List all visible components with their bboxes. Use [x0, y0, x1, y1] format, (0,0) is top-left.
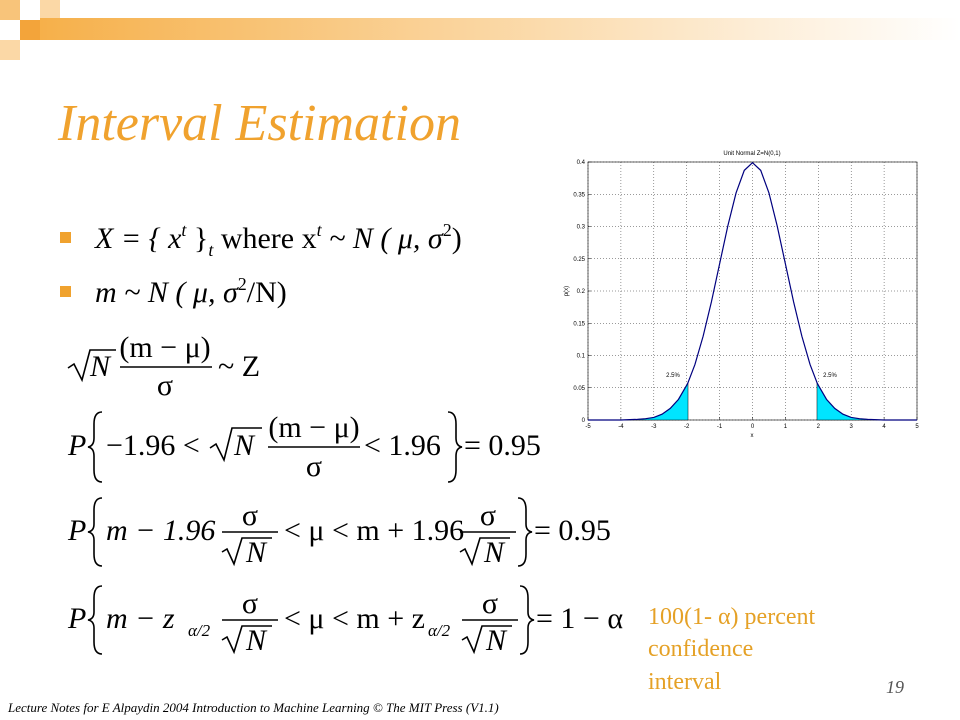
left-brace [87, 411, 103, 483]
eq-term: m − z [106, 602, 175, 635]
bullet-sup: 2 [443, 220, 452, 240]
decor-square [40, 0, 60, 18]
bullet-sub: t [208, 240, 214, 260]
eq-term: = 1 − α [536, 602, 623, 635]
eq-term: P [67, 514, 86, 547]
density-curve [588, 161, 917, 421]
left-brace [87, 497, 103, 567]
x-tick-label: -1 [717, 424, 723, 430]
eq-numerator: (m − μ) [119, 331, 210, 364]
eq-term: P [67, 429, 86, 462]
eq-denominator: σ [306, 450, 322, 483]
y-tick-label: 0.3 [577, 225, 586, 231]
eq-term: = 0.95 [464, 429, 541, 462]
y-tick-label: 0.4 [577, 160, 586, 166]
y-axis-label: p(x) [564, 286, 570, 296]
page-number: 19 [886, 677, 904, 697]
eq-term: < μ < m + z [284, 602, 425, 635]
eq-term: N [233, 429, 256, 462]
eq-numerator: σ [480, 499, 496, 532]
bullet-text: m ~ N ( μ, σ [95, 276, 239, 309]
side-note: interval [648, 669, 722, 695]
eq-term: m − 1.96 [106, 514, 215, 547]
right-brace [447, 411, 463, 483]
eq-numerator: σ [242, 499, 258, 532]
eq-term: P [67, 602, 86, 635]
bullet-text: where x [213, 222, 316, 255]
y-tick-label: 0 [582, 418, 586, 424]
sqrt-sign [459, 537, 510, 567]
header-bar [40, 18, 960, 40]
decor-square [20, 20, 40, 40]
bullet-text: /N) [247, 276, 287, 309]
bullet-marker [60, 286, 71, 297]
eq-numerator: (m − μ) [268, 411, 359, 444]
bullet-text: ) [452, 222, 462, 255]
eq-term: −1.96 < [106, 429, 200, 462]
x-tick-label: 4 [882, 424, 886, 430]
decor-square [0, 40, 20, 60]
right-brace [519, 585, 535, 655]
sqrt-sign [221, 625, 272, 655]
bullet: m ~ N ( μ, σ2/N) [95, 274, 287, 309]
x-tick-label: 0 [751, 424, 755, 430]
left-brace [87, 585, 103, 655]
sqrt-sign [461, 625, 512, 655]
eq-numerator: σ [482, 587, 498, 620]
x-tick-label: 5 [915, 424, 919, 430]
slide-title: Interval Estimation [57, 95, 461, 152]
eq-term: N [89, 350, 112, 383]
decor-square [0, 0, 20, 20]
y-tick-label: 0.15 [573, 321, 585, 327]
side-note: confidence [648, 636, 753, 662]
eq-denominator: N [245, 536, 268, 569]
bullet-text: ~ N ( μ, σ [322, 222, 444, 255]
y-tick-label: 0.35 [573, 192, 585, 198]
x-tick-label: 3 [850, 424, 854, 430]
x-tick-label: -5 [585, 424, 591, 430]
annotation: 2.5% [823, 373, 837, 379]
bullet: X = { xt }t where xt ~ N ( μ, σ2) [94, 220, 462, 260]
eq-denominator: N [485, 624, 508, 657]
sqrt-sign [221, 537, 272, 567]
eq-denominator: σ [157, 369, 173, 402]
annotation: 2.5% [666, 373, 680, 379]
bullet-sup: t [181, 220, 187, 240]
eq-numerator: σ [242, 587, 258, 620]
footer: Lecture Notes for E Alpaydin 2004 Introd… [7, 700, 499, 715]
sqrt-sign [209, 427, 262, 463]
eq-term: = 0.95 [534, 514, 611, 547]
bullet-sup: t [317, 220, 323, 240]
x-axis-label: x [751, 433, 754, 439]
eq-subscript: α/2 [428, 621, 451, 640]
eq-denominator: N [483, 536, 506, 569]
y-tick-label: 0.25 [573, 257, 585, 263]
bullet-text: } [186, 222, 208, 255]
chart: Unit Normal Z=N(0,1) x p(x) -5 -4 -3 -2 -1 0 1… [564, 151, 919, 439]
x-tick-label: -3 [651, 424, 657, 430]
bullet-text: X = { x [94, 222, 182, 255]
chart-title: Unit Normal Z=N(0,1) [723, 151, 780, 157]
y-tick-label: 0.2 [577, 289, 586, 295]
x-tick-label: -2 [684, 424, 690, 430]
eq-denominator: N [245, 624, 268, 657]
y-tick-label: 0.05 [573, 386, 585, 392]
bullet-marker [60, 232, 71, 243]
side-note: 100(1- α) percent [648, 604, 816, 630]
bullet-sup: 2 [238, 274, 247, 294]
right-brace [517, 497, 533, 567]
eq-term: < 1.96 [364, 429, 441, 462]
x-tick-label: 2 [817, 424, 821, 430]
x-tick-label: 1 [784, 424, 788, 430]
x-tick-label: -4 [618, 424, 624, 430]
eq-term: < μ < m + 1.96 [284, 514, 464, 547]
y-tick-label: 0.1 [577, 354, 586, 360]
eq-subscript: α/2 [188, 621, 211, 640]
eq-term: ~ Z [218, 350, 260, 383]
sqrt-sign [67, 349, 116, 383]
